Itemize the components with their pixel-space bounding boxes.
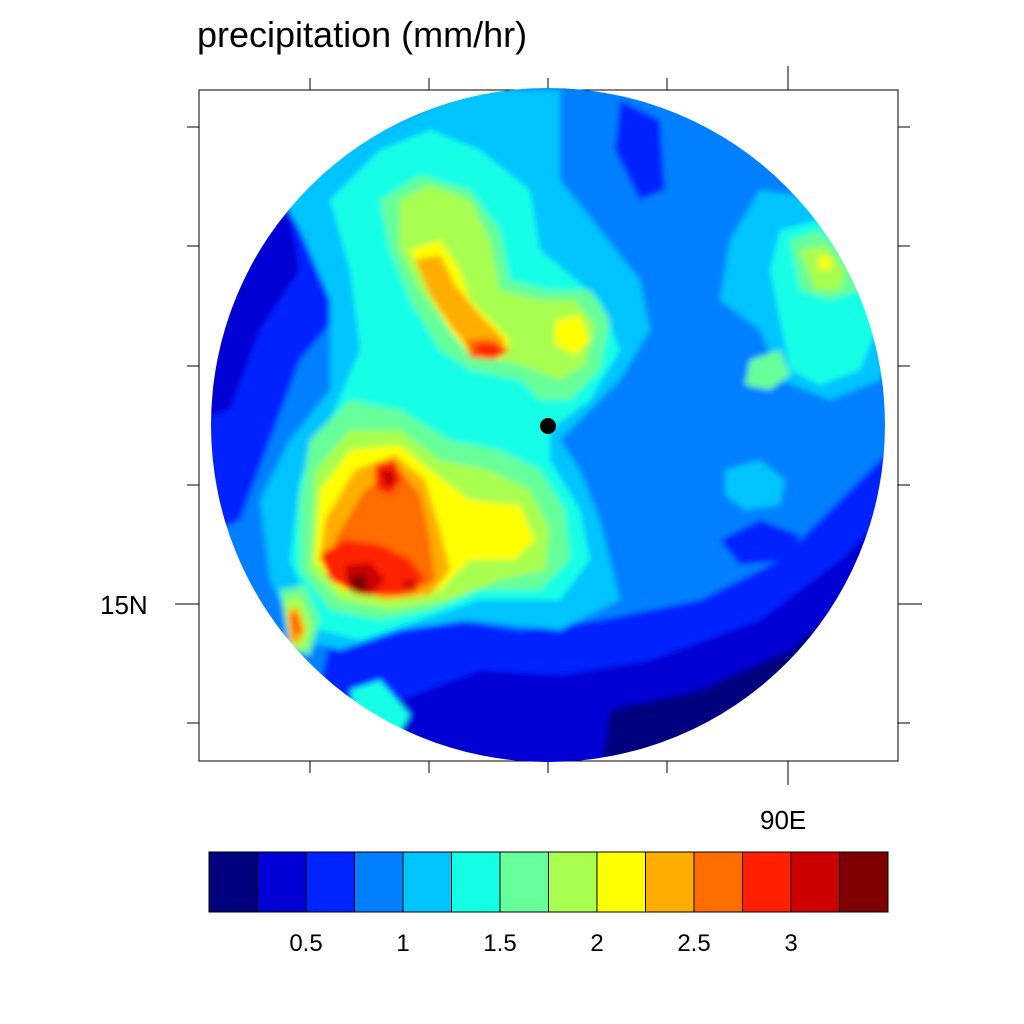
colorbar-swatch — [402, 851, 452, 913]
colorbar-swatch — [499, 851, 549, 913]
center-point-marker — [540, 418, 556, 434]
colorbar-tick-label: 0.5 — [289, 930, 323, 957]
colorbar-swatch — [742, 851, 792, 913]
colorbar-tick-label: 1 — [396, 930, 410, 957]
colorbar-tick-label: 2.5 — [677, 930, 711, 957]
colorbar-tick-label: 2 — [590, 930, 604, 957]
colorbar-swatch — [354, 851, 404, 913]
map-title: precipitation (mm/hr) — [197, 14, 528, 55]
colorbar-swatch — [596, 851, 646, 913]
colorbar-swatch — [305, 851, 355, 913]
colorbar-tick-label: 1.5 — [483, 930, 517, 957]
longitude-label-90e: 90E — [760, 805, 807, 835]
frame-ticks — [175, 66, 922, 785]
colorbar-swatch — [693, 851, 743, 913]
latitude-label-15n: 15N — [100, 590, 148, 620]
colorbar-swatch — [645, 851, 695, 913]
colorbar-swatch — [257, 851, 307, 913]
colorbar-swatch — [839, 851, 889, 913]
colorbar-swatch — [208, 851, 258, 913]
precipitation-map — [175, 66, 922, 785]
colorbar-swatch — [451, 851, 501, 913]
colorbar-swatch — [548, 851, 598, 913]
colorbar-swatch — [790, 851, 840, 913]
colorbar-tick-label: 3 — [784, 930, 798, 957]
